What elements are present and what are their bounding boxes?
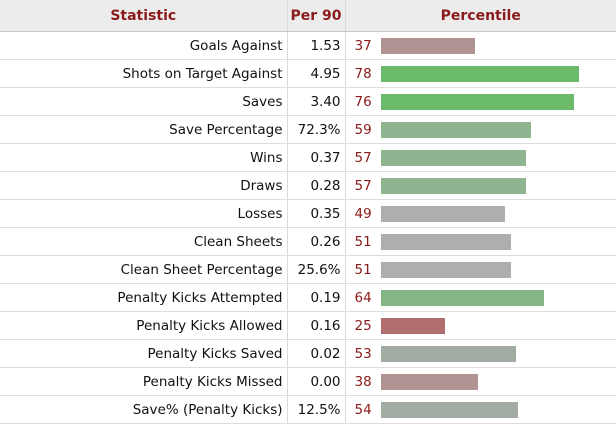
percentile-value: 51 xyxy=(354,261,372,278)
percentile-value: 59 xyxy=(354,121,372,138)
percentile-cell: 37 xyxy=(345,31,616,60)
percentile-value: 38 xyxy=(354,373,372,390)
column-header-statistic[interactable]: Statistic xyxy=(0,0,288,32)
percentile-value: 57 xyxy=(354,177,372,194)
percentile-bar xyxy=(380,93,574,110)
percentile-value: 54 xyxy=(354,401,372,418)
per90-value: 0.00 xyxy=(287,367,346,396)
percentile-bar xyxy=(380,401,518,418)
percentile-bar xyxy=(380,317,445,334)
statistic-name: Losses xyxy=(0,199,288,228)
percentile-cell: 53 xyxy=(345,339,616,368)
table-row: Penalty Kicks Saved 0.02 53 xyxy=(0,339,616,368)
per90-value: 0.26 xyxy=(287,227,346,256)
statistic-name: Wins xyxy=(0,143,288,172)
percentile-cell: 64 xyxy=(345,283,616,312)
percentile-cell: 38 xyxy=(345,367,616,396)
table-row: Wins 0.37 57 xyxy=(0,143,616,172)
statistic-name: Shots on Target Against xyxy=(0,59,288,88)
table-row: Saves 3.40 76 xyxy=(0,87,616,116)
statistic-name: Saves xyxy=(0,87,288,116)
per90-value: 72.3% xyxy=(287,115,346,144)
column-header-per90[interactable]: Per 90 xyxy=(287,0,346,32)
per90-value: 0.35 xyxy=(287,199,346,228)
table-row: Penalty Kicks Allowed 0.16 25 xyxy=(0,311,616,340)
percentile-cell: 49 xyxy=(345,199,616,228)
table-row: Penalty Kicks Attempted 0.19 64 xyxy=(0,283,616,312)
per90-value: 0.16 xyxy=(287,311,346,340)
percentile-value: 78 xyxy=(354,65,372,82)
table-body: Goals Against 1.53 37 Shots on Target Ag… xyxy=(0,31,616,424)
table-row: Clean Sheets 0.26 51 xyxy=(0,227,616,256)
percentile-bar xyxy=(380,177,526,194)
per90-value: 0.37 xyxy=(287,143,346,172)
statistic-name: Penalty Kicks Missed xyxy=(0,367,288,396)
percentile-bar xyxy=(380,149,526,166)
percentile-cell: 76 xyxy=(345,87,616,116)
per90-value: 1.53 xyxy=(287,31,346,60)
percentile-value: 64 xyxy=(354,289,372,306)
percentile-bar xyxy=(380,289,544,306)
table-row: Draws 0.28 57 xyxy=(0,171,616,200)
table-header-row: Statistic Per 90 Percentile xyxy=(0,0,616,32)
percentile-bar xyxy=(380,261,511,278)
percentile-cell: 57 xyxy=(345,171,616,200)
percentile-bar xyxy=(380,373,478,390)
per90-value: 25.6% xyxy=(287,255,346,284)
per90-value: 0.19 xyxy=(287,283,346,312)
percentile-cell: 78 xyxy=(345,59,616,88)
percentile-bar xyxy=(380,121,531,138)
percentile-cell: 51 xyxy=(345,255,616,284)
percentile-cell: 57 xyxy=(345,143,616,172)
table-row: Clean Sheet Percentage 25.6% 51 xyxy=(0,255,616,284)
percentile-value: 25 xyxy=(354,317,372,334)
statistic-name: Save% (Penalty Kicks) xyxy=(0,395,288,424)
table-row: Save% (Penalty Kicks) 12.5% 54 xyxy=(0,395,616,424)
percentile-bar xyxy=(380,65,579,82)
per90-value: 12.5% xyxy=(287,395,346,424)
statistic-name: Penalty Kicks Allowed xyxy=(0,311,288,340)
per90-value: 3.40 xyxy=(287,87,346,116)
statistic-name: Penalty Kicks Saved xyxy=(0,339,288,368)
statistic-name: Draws xyxy=(0,171,288,200)
percentile-cell: 59 xyxy=(345,115,616,144)
table-row: Save Percentage 72.3% 59 xyxy=(0,115,616,144)
table-row: Goals Against 1.53 37 xyxy=(0,31,616,60)
percentile-bar xyxy=(380,233,511,250)
column-header-percentile[interactable]: Percentile xyxy=(345,0,616,32)
percentile-value: 76 xyxy=(354,93,372,110)
statistic-name: Penalty Kicks Attempted xyxy=(0,283,288,312)
table-row: Shots on Target Against 4.95 78 xyxy=(0,59,616,88)
statistic-name: Clean Sheet Percentage xyxy=(0,255,288,284)
percentile-bar xyxy=(380,37,475,54)
per90-value: 4.95 xyxy=(287,59,346,88)
per90-value: 0.02 xyxy=(287,339,346,368)
percentile-value: 37 xyxy=(354,37,372,54)
percentile-cell: 51 xyxy=(345,227,616,256)
percentile-cell: 25 xyxy=(345,311,616,340)
percentile-bar xyxy=(380,205,505,222)
percentile-value: 49 xyxy=(354,205,372,222)
statistic-name: Clean Sheets xyxy=(0,227,288,256)
percentile-bar xyxy=(380,345,516,362)
percentile-value: 51 xyxy=(354,233,372,250)
statistic-name: Save Percentage xyxy=(0,115,288,144)
table-row: Losses 0.35 49 xyxy=(0,199,616,228)
percentile-value: 57 xyxy=(354,149,372,166)
table-row: Penalty Kicks Missed 0.00 38 xyxy=(0,367,616,396)
percentile-cell: 54 xyxy=(345,395,616,424)
per90-value: 0.28 xyxy=(287,171,346,200)
statistic-name: Goals Against xyxy=(0,31,288,60)
percentile-value: 53 xyxy=(354,345,372,362)
